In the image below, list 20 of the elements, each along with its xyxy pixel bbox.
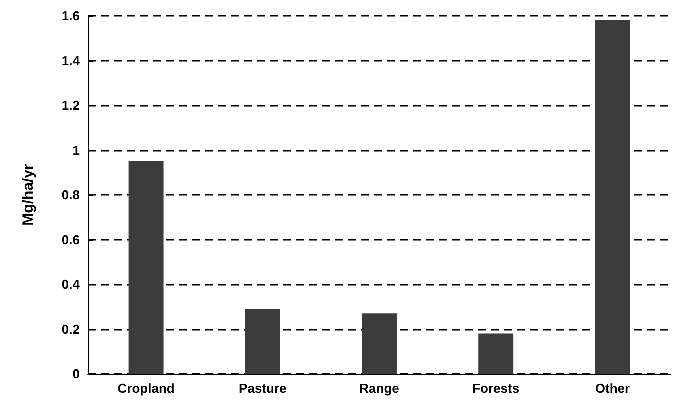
y-tick-label: 0: [72, 366, 80, 382]
y-tick-label: 1.4: [62, 53, 81, 68]
bar: [128, 161, 164, 374]
bar: [245, 309, 280, 374]
y-axis-title: Mg/ha/yr: [20, 164, 37, 226]
y-tick-label: 0.2: [62, 322, 80, 337]
bar: [595, 20, 630, 374]
y-tick-label: 0.8: [62, 188, 80, 202]
x-tick-label: Pasture: [239, 381, 287, 396]
x-tick-label: Other: [595, 381, 630, 396]
x-tick-label: Cropland: [118, 381, 175, 396]
y-tick-label: 1.6: [62, 8, 80, 24]
x-tick-label: Range: [360, 381, 400, 396]
bar: [478, 334, 514, 374]
y-tick-label: 0.4: [62, 277, 81, 292]
x-tick-label: Forests: [472, 381, 520, 396]
bar: [362, 314, 397, 374]
y-tick-label: 0.6: [62, 232, 80, 248]
y-tick-label: 1: [72, 142, 80, 158]
y-tick-label: 1.2: [62, 98, 80, 113]
